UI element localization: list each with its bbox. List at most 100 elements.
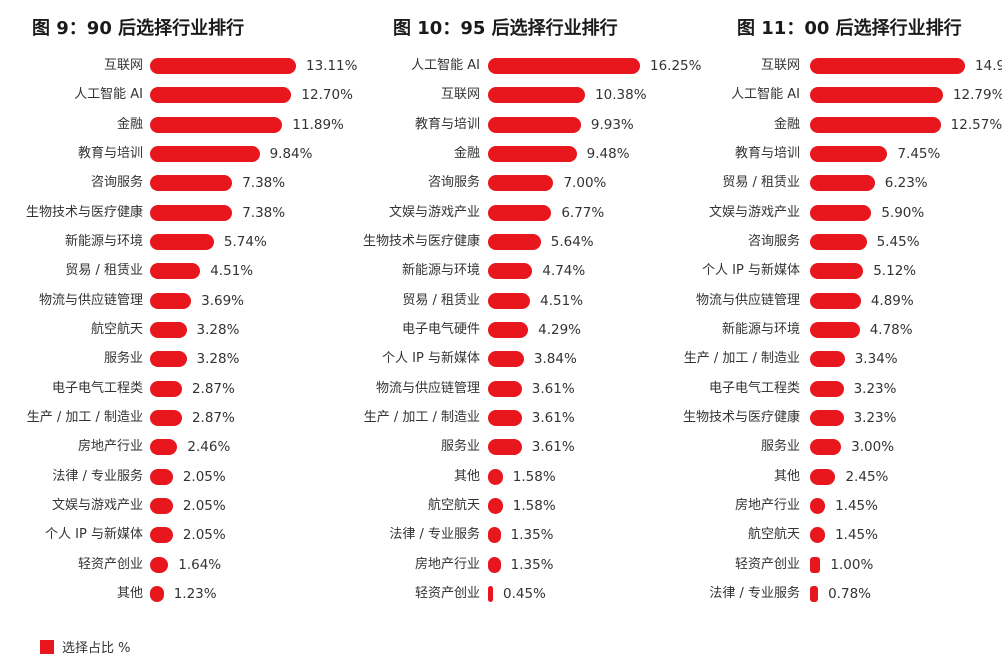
bar — [150, 439, 178, 456]
bar — [810, 556, 821, 573]
value-label: 3.34% — [854, 351, 898, 368]
bar — [488, 175, 554, 192]
bar — [150, 233, 214, 250]
value-label: 3.23% — [853, 380, 897, 397]
chart-90s: 互联网 13.11% 人工智能 AI 12.70% 金融 11.89% 教育与培训 9.84%… — [25, 58, 358, 602]
bar — [488, 116, 581, 133]
category-label: 互联网 — [103, 58, 143, 73]
value-label: 9.48% — [586, 145, 630, 162]
value-label: 13.11% — [306, 58, 358, 74]
bar — [488, 439, 522, 456]
bar — [488, 263, 533, 280]
bar — [488, 292, 531, 309]
bar — [810, 527, 826, 544]
category-label: 生物技术与医疗健康 — [25, 204, 143, 220]
bar — [810, 87, 943, 104]
value-label: 3.28% — [196, 351, 240, 368]
bar — [488, 409, 522, 426]
category-label: 个人 IP 与新媒体 — [382, 351, 480, 367]
category-label: 新能源与环境 — [64, 233, 143, 249]
value-label: 3.84% — [533, 351, 577, 368]
category-label: 人工智能 AI — [411, 58, 480, 73]
category-label: 法律 / 专业服务 — [709, 585, 800, 601]
category-label: 轻资产创业 — [414, 585, 480, 601]
category-label: 其他 — [453, 468, 480, 484]
bar — [488, 527, 501, 544]
bar — [150, 263, 201, 280]
value-label: 1.58% — [512, 468, 556, 485]
value-label: 4.29% — [538, 321, 582, 338]
bar — [150, 351, 187, 368]
category-label: 物流与供应链管理 — [375, 380, 480, 396]
category-label: 人工智能 AI — [74, 87, 143, 103]
category-label: 新能源与环境 — [721, 321, 800, 337]
value-label: 0.78% — [828, 585, 871, 602]
value-label: 2.87% — [191, 380, 235, 397]
bar — [488, 380, 522, 397]
value-label: 7.38% — [242, 204, 286, 221]
category-label: 个人 IP 与新媒体 — [45, 527, 143, 543]
bar — [810, 233, 867, 250]
category-label: 金融 — [116, 116, 143, 132]
bar — [810, 497, 826, 514]
category-label: 航空航天 — [90, 321, 143, 337]
category-label: 服务业 — [760, 439, 800, 455]
category-label: 房地产行业 — [734, 497, 800, 513]
bar — [150, 585, 164, 602]
value-label: 1.45% — [835, 527, 878, 544]
value-label: 0.45% — [503, 585, 546, 602]
bar — [150, 321, 187, 338]
value-label: 2.45% — [845, 468, 889, 485]
bar — [488, 58, 640, 74]
category-label: 电子电气工程类 — [51, 380, 143, 396]
bar — [810, 175, 875, 192]
category-label: 房地产行业 — [414, 556, 480, 572]
bar — [810, 380, 844, 397]
bar — [810, 585, 819, 602]
legend-label: 选择占比 % — [62, 641, 131, 656]
value-label: 12.70% — [301, 87, 353, 104]
value-label: 4.51% — [210, 263, 254, 280]
bar — [150, 58, 296, 74]
value-label: 5.74% — [223, 233, 267, 250]
category-label: 教育与培训 — [77, 145, 143, 161]
bar — [488, 497, 503, 514]
category-label: 教育与培训 — [414, 116, 480, 132]
category-label: 文娱与游戏产业 — [708, 204, 800, 220]
category-label: 金融 — [773, 116, 800, 132]
category-label: 轻资产创业 — [734, 556, 800, 572]
bar — [488, 585, 493, 602]
category-label: 生物技术与医疗健康 — [362, 233, 480, 249]
category-label: 航空航天 — [747, 527, 800, 543]
bar — [488, 87, 586, 104]
bar — [150, 527, 173, 544]
value-label: 6.23% — [884, 175, 928, 192]
category-label: 金融 — [453, 145, 480, 161]
value-label: 12.57% — [950, 116, 1002, 133]
category-label: 物流与供应链管理 — [695, 292, 800, 308]
value-label: 5.64% — [550, 233, 594, 250]
value-label: 4.89% — [870, 292, 914, 309]
category-label: 贸易 / 租赁业 — [722, 175, 800, 191]
value-label: 6.77% — [561, 204, 605, 221]
category-label: 生产 / 加工 / 制造业 — [26, 409, 143, 425]
bar — [150, 204, 233, 221]
value-label: 3.61% — [531, 380, 575, 397]
category-label: 法律 / 专业服务 — [389, 527, 480, 543]
bar — [488, 468, 503, 485]
category-label: 房地产行业 — [77, 439, 143, 455]
category-label: 贸易 / 租赁业 — [402, 292, 480, 308]
bar — [488, 556, 501, 573]
category-label: 法律 / 专业服务 — [52, 468, 143, 484]
bar — [488, 233, 541, 250]
category-label: 互联网 — [440, 87, 480, 103]
chart-95s: 人工智能 AI 16.25% 互联网 10.38% 教育与培训 9.93% 金融 9.48% 咨… — [362, 58, 701, 602]
bar — [150, 556, 169, 573]
value-label: 11.89% — [292, 116, 344, 133]
value-label: 7.38% — [242, 175, 286, 192]
bar — [810, 116, 941, 133]
bar — [810, 145, 888, 162]
value-label: 1.00% — [830, 556, 874, 573]
value-label: 2.46% — [187, 439, 231, 456]
category-label: 贸易 / 租赁业 — [65, 263, 143, 279]
